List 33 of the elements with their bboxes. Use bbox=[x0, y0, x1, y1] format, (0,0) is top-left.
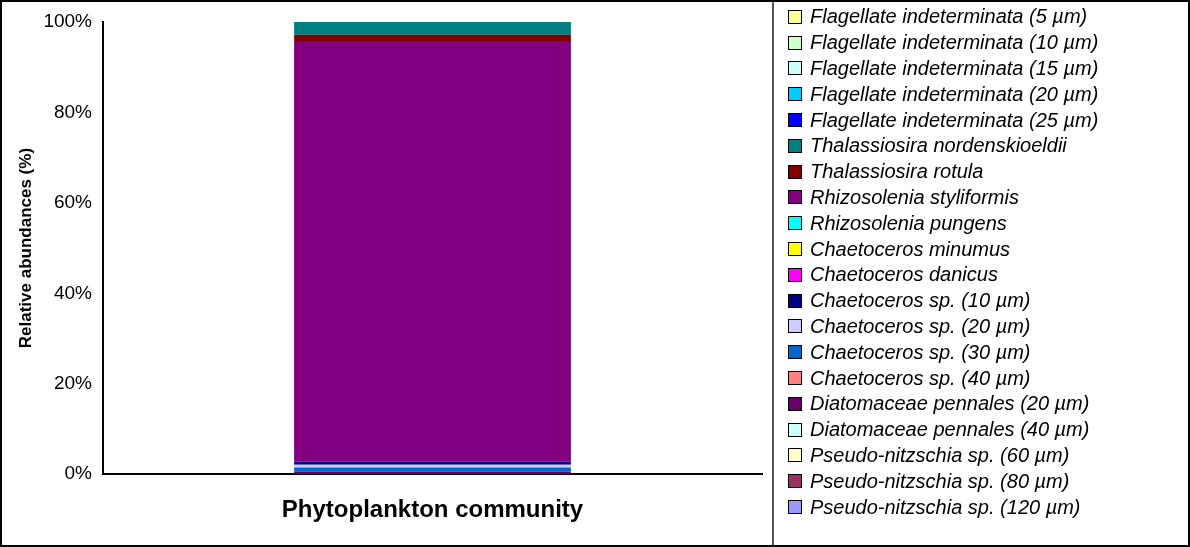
y-tick-label: 20% bbox=[53, 371, 93, 393]
legend-label: Diatomaceae pennales (40 µm) bbox=[810, 418, 1090, 442]
legend-label: Rhizosolenia styliformis bbox=[810, 185, 1019, 209]
legend-label: Thalassiosira rotula bbox=[810, 160, 984, 184]
y-tick-label: 60% bbox=[53, 191, 93, 213]
y-tick-label: 40% bbox=[53, 281, 93, 303]
legend-label: Pseudo-nitzschia sp. (120 µm) bbox=[810, 495, 1081, 519]
legend-label: Rhizosolenia pungens bbox=[810, 211, 1007, 235]
legend-label: Flagellate indeterminata (25 µm) bbox=[810, 108, 1099, 132]
legend-label: Chaetoceros sp. (30 µm) bbox=[810, 340, 1031, 364]
legend-label: Chaetoceros sp. (10 µm) bbox=[810, 289, 1031, 313]
bar bbox=[294, 467, 571, 472]
legend-label: Chaetoceros sp. (20 µm) bbox=[810, 314, 1031, 338]
bar bbox=[294, 34, 571, 41]
bar bbox=[294, 471, 571, 475]
y-tick-label: 0% bbox=[64, 462, 93, 484]
y-axis-title: Relative abundances (%) bbox=[15, 147, 35, 349]
legend-label: Thalassiosira nordenskioeldii bbox=[810, 134, 1067, 158]
legend-label: Flagellate indeterminata (10 µm) bbox=[810, 31, 1099, 55]
legend-label: Pseudo-nitzschia sp. (60 µm) bbox=[810, 443, 1070, 467]
y-tick-label: 80% bbox=[53, 100, 93, 122]
x-tick-label: Phytoplankton community bbox=[281, 495, 584, 523]
legend-label: Chaetoceros danicus bbox=[810, 263, 998, 287]
legend-label: Pseudo-nitzschia sp. (80 µm) bbox=[810, 469, 1070, 493]
legend-label: Flagellate indeterminata (20 µm) bbox=[810, 82, 1099, 106]
y-tick-label: 100% bbox=[43, 10, 93, 32]
bar bbox=[294, 40, 571, 462]
legend-label: Flagellate indeterminata (5 µm) bbox=[810, 5, 1088, 29]
legend-label: Chaetoceros minumus bbox=[810, 237, 1011, 261]
bar bbox=[294, 22, 571, 35]
legend-label: Chaetoceros sp. (40 µm) bbox=[810, 366, 1031, 390]
legend-label: Flagellate indeterminata (15 µm) bbox=[810, 56, 1099, 80]
legend-label: Diatomaceae pennales (20 µm) bbox=[810, 392, 1090, 416]
